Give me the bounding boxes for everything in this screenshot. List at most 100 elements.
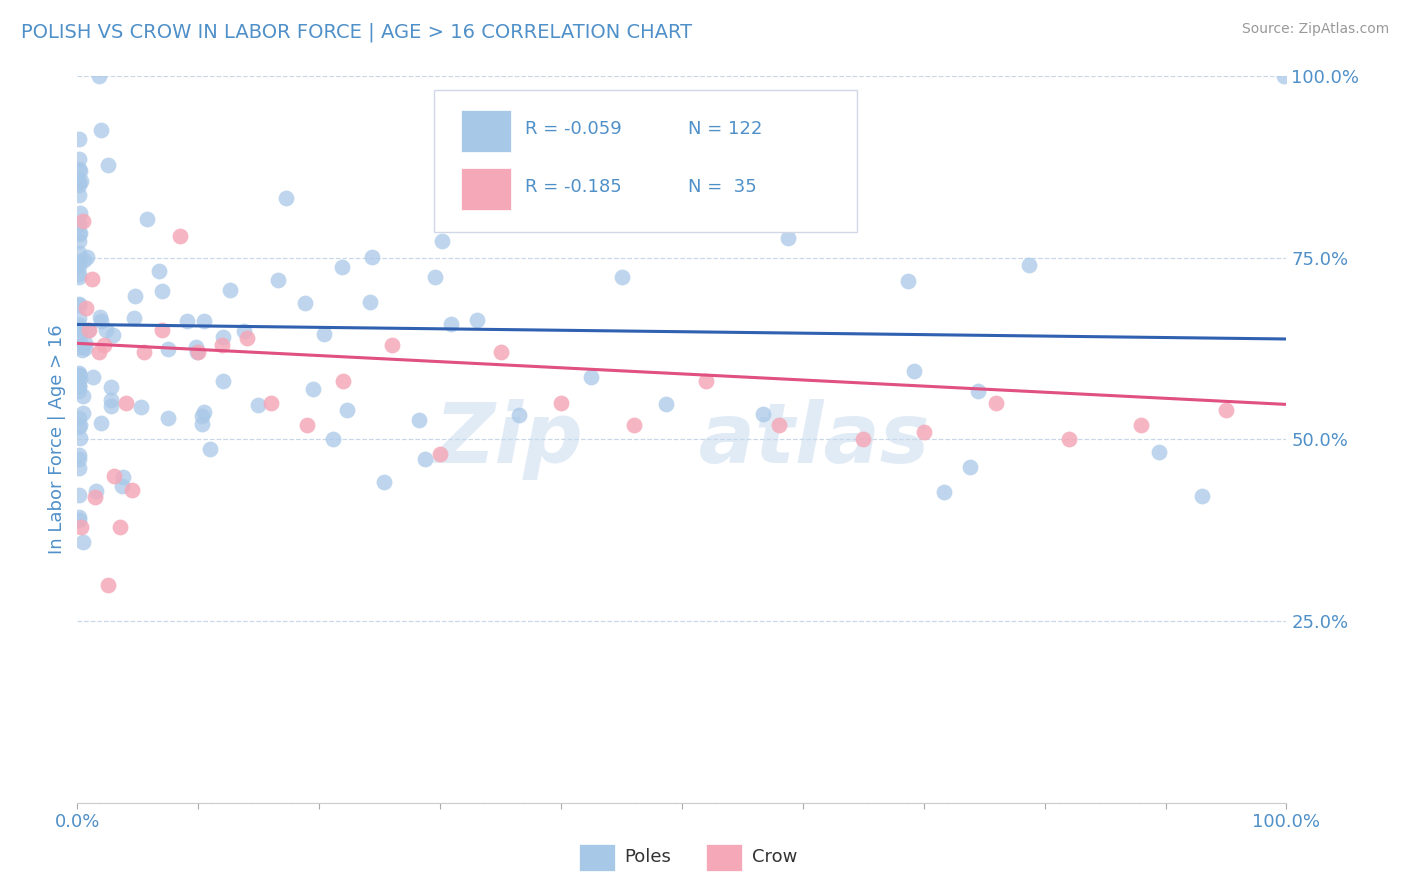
Point xyxy=(67,218,90,232)
Point xyxy=(69,431,91,445)
Point xyxy=(67,178,90,192)
Text: N =  35: N = 35 xyxy=(688,178,756,196)
Point xyxy=(1147,445,1170,459)
Point xyxy=(440,318,463,332)
Text: R = -0.059: R = -0.059 xyxy=(524,120,621,138)
Point xyxy=(432,235,454,249)
Point xyxy=(84,483,107,498)
Point xyxy=(359,295,381,310)
Point xyxy=(489,345,512,359)
Point xyxy=(94,323,117,337)
Point xyxy=(103,468,125,483)
Point xyxy=(103,328,125,343)
Point xyxy=(124,289,146,303)
Point xyxy=(67,326,90,340)
Point xyxy=(903,364,925,378)
Point xyxy=(67,298,90,312)
Point xyxy=(67,513,90,527)
Point xyxy=(246,398,269,412)
Text: Source: ZipAtlas.com: Source: ZipAtlas.com xyxy=(1241,22,1389,37)
Point xyxy=(111,470,134,484)
Point xyxy=(408,413,430,427)
Point xyxy=(93,338,115,352)
Point xyxy=(69,372,91,386)
Point xyxy=(67,254,90,268)
Point xyxy=(330,260,353,275)
Point xyxy=(508,408,530,422)
Point xyxy=(87,345,110,359)
Point xyxy=(108,519,131,533)
Point xyxy=(76,250,98,264)
Point xyxy=(157,342,180,356)
Point xyxy=(79,323,101,337)
Point xyxy=(373,475,395,489)
Point xyxy=(67,320,90,334)
Point xyxy=(193,314,215,328)
Point xyxy=(193,405,215,419)
Point xyxy=(429,447,451,461)
Point xyxy=(67,267,90,281)
Point xyxy=(148,264,170,278)
Point xyxy=(260,396,283,410)
Point xyxy=(87,69,110,83)
Point xyxy=(211,338,233,352)
Point xyxy=(75,341,97,355)
FancyBboxPatch shape xyxy=(579,844,616,871)
Point xyxy=(69,163,91,178)
Point xyxy=(76,324,98,338)
Point xyxy=(132,345,155,359)
Point xyxy=(1272,69,1295,83)
Point xyxy=(465,313,488,327)
Point xyxy=(778,231,800,245)
Point xyxy=(72,535,94,549)
Point xyxy=(897,274,920,288)
Point xyxy=(67,488,90,502)
Point xyxy=(1130,417,1153,432)
Point xyxy=(67,451,90,466)
Point xyxy=(69,226,91,240)
Text: POLISH VS CROW IN LABOR FORCE | AGE > 16 CORRELATION CHART: POLISH VS CROW IN LABOR FORCE | AGE > 16… xyxy=(21,22,692,42)
FancyBboxPatch shape xyxy=(461,110,512,153)
Point xyxy=(69,329,91,343)
Point xyxy=(67,410,90,425)
Point xyxy=(75,301,97,316)
Point xyxy=(1057,432,1080,446)
Point xyxy=(150,284,173,298)
FancyBboxPatch shape xyxy=(706,844,742,871)
Point xyxy=(169,228,191,243)
Point xyxy=(70,343,93,357)
Point xyxy=(186,344,208,359)
Point xyxy=(100,380,122,394)
Point xyxy=(150,323,173,337)
Point xyxy=(67,269,90,284)
Point xyxy=(67,460,90,475)
Point xyxy=(72,406,94,420)
Point xyxy=(211,330,233,344)
Point xyxy=(67,318,90,333)
Point xyxy=(176,314,198,328)
Point xyxy=(623,417,645,432)
Point xyxy=(967,384,990,399)
Point xyxy=(274,191,297,205)
Point xyxy=(67,234,90,248)
Point xyxy=(413,452,436,467)
Point xyxy=(67,260,90,274)
Point xyxy=(67,368,90,382)
Point xyxy=(423,270,446,285)
Point xyxy=(235,330,257,344)
Point xyxy=(218,283,240,297)
Point xyxy=(233,324,256,338)
FancyBboxPatch shape xyxy=(434,90,858,232)
Point xyxy=(986,396,1008,410)
Point xyxy=(912,425,935,439)
Point xyxy=(114,396,136,410)
Point xyxy=(67,152,90,166)
Point xyxy=(67,366,90,380)
Point xyxy=(200,442,222,457)
Point xyxy=(90,416,112,430)
Point xyxy=(67,161,90,176)
Point xyxy=(67,188,90,202)
Text: Crow: Crow xyxy=(752,848,797,866)
Point xyxy=(75,335,97,350)
Point xyxy=(136,212,159,227)
